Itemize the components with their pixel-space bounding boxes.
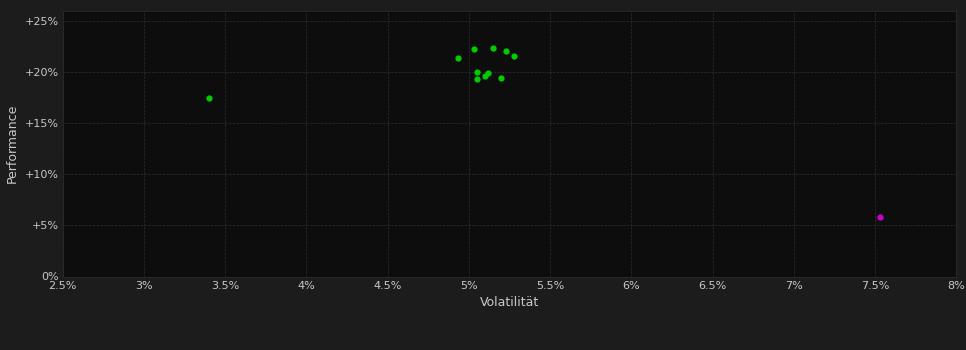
Point bbox=[507, 53, 523, 58]
Point bbox=[486, 46, 501, 51]
Point bbox=[498, 49, 514, 54]
Point bbox=[469, 76, 485, 82]
Point bbox=[477, 73, 493, 79]
X-axis label: Volatilität: Volatilität bbox=[480, 296, 539, 309]
Point bbox=[201, 96, 216, 101]
Point bbox=[481, 70, 497, 76]
Point bbox=[872, 214, 888, 220]
Point bbox=[467, 47, 482, 52]
Y-axis label: Performance: Performance bbox=[6, 104, 19, 183]
Point bbox=[469, 69, 485, 75]
Point bbox=[494, 75, 509, 81]
Point bbox=[450, 55, 466, 60]
